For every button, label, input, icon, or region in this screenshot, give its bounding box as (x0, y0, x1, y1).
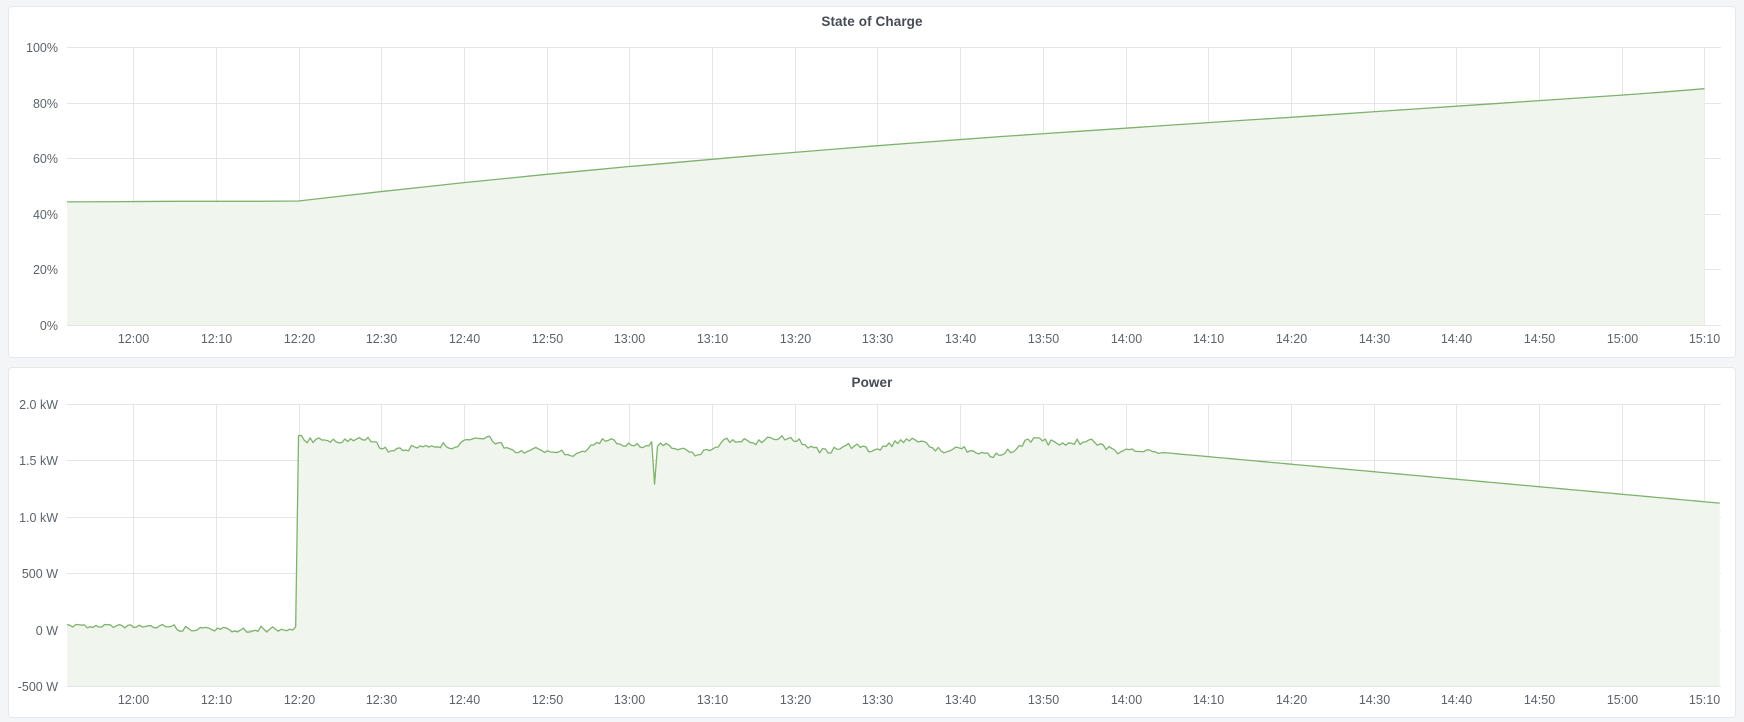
x-axis-tick-label: 12:30 (366, 693, 397, 707)
y-axis-tick-label: 500 W (22, 567, 58, 581)
chart-state-of-charge[interactable]: 0% 20% 40% 60% 80% 100% 12:00 12:10 12:20 12:30 12… (9, 33, 1735, 357)
x-axis-tick-label: 12:20 (284, 693, 315, 707)
y-axis-tick-label: 0% (40, 319, 58, 333)
x-axis-tick-label: 13:50 (1028, 693, 1059, 707)
panel-state-of-charge: State of Charge 0% 20% 40% 60% 80% 100% 12:00 1… (8, 6, 1736, 358)
chart-power[interactable]: -500 W 0 W 500 W 1.0 kW 1.5 kW 2.0 kW 12:00 12:… (9, 394, 1735, 718)
x-axis-tick-label: 12:30 (366, 332, 397, 346)
y-axis-tick-label: 40% (33, 208, 58, 222)
x-axis-tick-label: 13:20 (780, 693, 811, 707)
panel-title-state-of-charge: State of Charge (821, 14, 923, 29)
x-axis-tick-label: 14:10 (1193, 693, 1224, 707)
x-axis-tick-label: 12:50 (532, 693, 563, 707)
x-axis-tick-label: 13:40 (945, 332, 976, 346)
x-axis-tick-label: 12:10 (201, 693, 232, 707)
x-axis-tick-label: 12:40 (449, 693, 480, 707)
x-axis-tick-label: 12:50 (532, 332, 563, 346)
x-axis-tick-label: 12:00 (118, 693, 149, 707)
x-axis-tick-label: 15:10 (1689, 332, 1720, 346)
y-axis-tick-label: 60% (33, 152, 58, 166)
x-axis-tick-label: 15:10 (1689, 693, 1720, 707)
x-axis-tick-label: 13:50 (1028, 332, 1059, 346)
x-axis-tick-label: 14:00 (1111, 332, 1142, 346)
x-axis-tick-label: 13:10 (697, 332, 728, 346)
x-axis-tick-label: 13:40 (945, 693, 976, 707)
y-axis-tick-label: 2.0 kW (19, 398, 58, 412)
x-axis-tick-label: 14:10 (1193, 332, 1224, 346)
y-axis-tick-label: 1.0 kW (19, 511, 58, 525)
x-axis-tick-label: 13:10 (697, 693, 728, 707)
panel-power: Power -500 W 0 W 500 W 1.0 kW 1.5 kW 2.0 kW 12… (8, 366, 1736, 718)
x-axis-tick-label: 14:50 (1524, 693, 1555, 707)
power-chart-svg[interactable]: -500 W 0 W 500 W 1.0 kW 1.5 kW 2.0 kW 12:00 12:… (9, 394, 1735, 718)
x-axis-tick-label: 12:20 (284, 332, 315, 346)
y-axis-tick-label: 100% (26, 41, 58, 55)
panel-title-power: Power (851, 374, 893, 390)
x-axis-tick-label: 13:30 (862, 693, 893, 707)
y-axis-tick-label: -500 W (18, 680, 58, 694)
y-axis-tick-label: 1.5 kW (19, 454, 58, 468)
x-axis-tick-label: 13:30 (862, 332, 893, 346)
x-axis-tick-label: 12:40 (449, 332, 480, 346)
x-axis-tick-label: 15:00 (1607, 332, 1638, 346)
series-area-fill (67, 435, 1720, 686)
x-axis-tick-label: 14:40 (1441, 332, 1472, 346)
x-axis-tick-label: 14:20 (1276, 332, 1307, 346)
x-axis-tick-label: 14:40 (1441, 693, 1472, 707)
y-axis-tick-label: 80% (33, 97, 58, 111)
x-axis-tick-label: 12:00 (118, 332, 149, 346)
y-axis-tick-label: 0 W (36, 624, 58, 638)
x-axis-tick-label: 14:30 (1359, 693, 1390, 707)
x-axis-tick-label: 14:20 (1276, 693, 1307, 707)
soc-chart-svg[interactable]: 0% 20% 40% 60% 80% 100% 12:00 12:10 12:20 12:30 12… (9, 33, 1735, 357)
x-axis-tick-label: 14:30 (1359, 332, 1390, 346)
x-axis-tick-label: 13:00 (614, 332, 645, 346)
x-axis-tick-label: 14:00 (1111, 693, 1142, 707)
series-line (66, 88, 1705, 203)
x-axis-tick-label: 13:00 (614, 693, 645, 707)
x-axis-tick-label: 14:50 (1524, 332, 1555, 346)
x-axis-tick-label: 15:00 (1607, 693, 1638, 707)
x-axis-tick-label: 12:10 (201, 332, 232, 346)
x-axis-tick-label: 13:20 (780, 332, 811, 346)
series-line (66, 434, 1720, 633)
series-area-fill (67, 88, 1705, 325)
y-axis-tick-label: 20% (33, 263, 58, 277)
